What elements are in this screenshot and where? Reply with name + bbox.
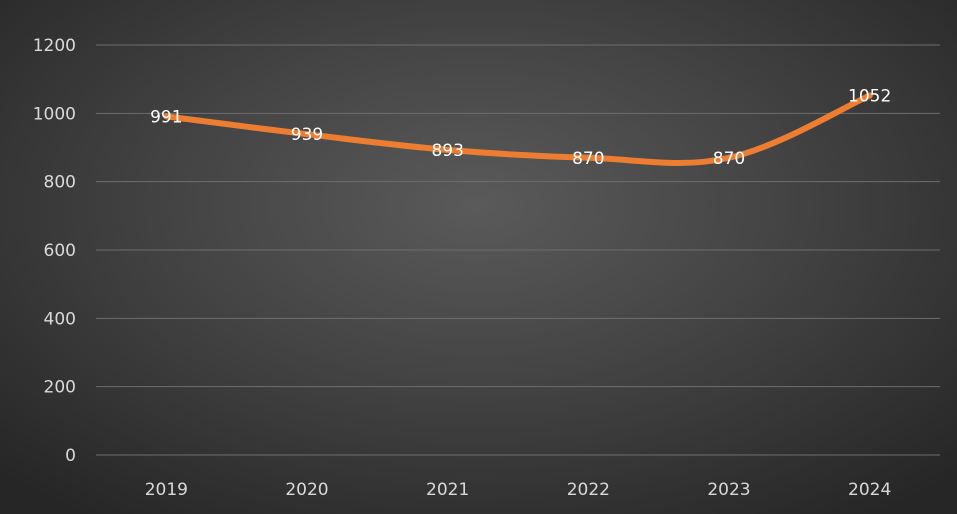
- y-tick-label: 1000: [33, 104, 76, 124]
- data-label: 870: [572, 149, 604, 169]
- gridlines: [96, 44, 940, 456]
- x-tick-label: 2021: [426, 480, 469, 500]
- y-tick-label: 1200: [33, 36, 76, 56]
- data-point: [444, 146, 451, 153]
- data-label: 991: [150, 107, 182, 127]
- series-line: [163, 92, 873, 167]
- y-axis-ticks: 0 200 400 600 800 1000 1200: [33, 36, 76, 466]
- data-label: 893: [431, 141, 463, 161]
- data-point: [726, 154, 732, 161]
- data-label: 1052: [848, 87, 891, 107]
- data-point: [163, 113, 170, 120]
- data-point: [585, 154, 592, 161]
- x-tick-label: 2022: [567, 480, 610, 500]
- data-point: [304, 131, 310, 138]
- x-axis-ticks: 2019 2020 2021 2022 2023 2024: [145, 480, 892, 500]
- data-label: 870: [713, 149, 745, 169]
- x-tick-label: 2020: [285, 480, 328, 500]
- y-tick-label: 200: [44, 378, 76, 398]
- data-point: [866, 92, 873, 99]
- y-tick-label: 600: [44, 241, 76, 261]
- x-tick-label: 2024: [848, 480, 891, 500]
- x-tick-label: 2019: [145, 480, 188, 500]
- y-tick-label: 800: [44, 173, 76, 193]
- x-tick-label: 2023: [707, 480, 750, 500]
- y-tick-label: 0: [65, 446, 76, 466]
- data-labels: 991 939 893 870 870 1052: [150, 87, 891, 169]
- data-label: 939: [291, 125, 323, 145]
- y-tick-label: 400: [44, 309, 76, 329]
- series-path: [163, 92, 873, 167]
